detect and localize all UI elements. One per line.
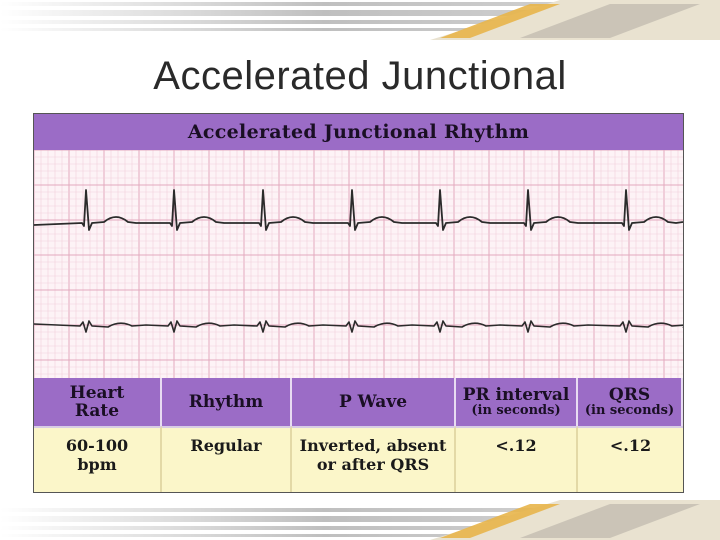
slide-title: Accelerated Junctional [153,54,567,98]
value-heart-rate: 60-100 bpm [34,426,162,492]
value-rhythm: Regular [162,426,292,492]
header-rhythm: Rhythm [162,378,292,426]
header-p-wave: P Wave [292,378,456,426]
header-heart-rate: Heart Rate [34,378,162,426]
value-qrs: <.12 [578,426,683,492]
ecg-trace-lower [34,320,683,333]
value-p-wave: Inverted, absent or after QRS [292,426,456,492]
rhythm-criteria-table: Heart Rate Rhythm P Wave PR interval (in… [34,378,683,492]
ecg-trace-upper [34,189,683,231]
figure-title: Accelerated Junctional Rhythm [34,114,683,150]
header-qrs: QRS (in seconds) [578,378,683,426]
ecg-strip [34,150,683,378]
ecg-grid [34,150,683,378]
header-pr-interval: PR interval (in seconds) [456,378,578,426]
rhythm-figure: Accelerated Junctional Rhythm Heart Rate… [33,113,684,493]
value-pr-interval: <.12 [456,426,578,492]
bottom-decorative-band [0,500,720,540]
top-decorative-band [0,0,720,40]
